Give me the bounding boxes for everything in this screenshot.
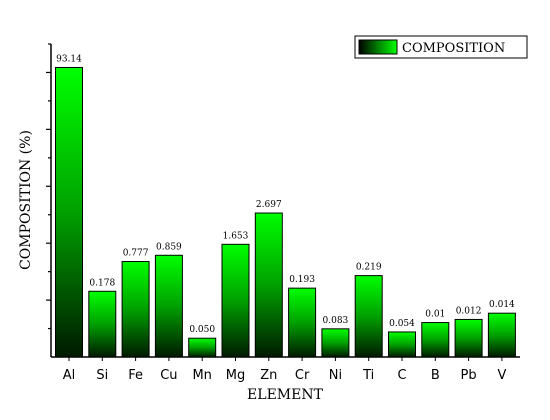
bar-v [487,312,516,358]
bar-cu [154,254,183,358]
x-tick-label-v: V [497,368,506,383]
data-label-ti: 0.219 [356,263,382,273]
x-tick-label-si: Si [96,368,108,383]
bar-c [388,331,416,358]
data-label-fe: 0.777 [123,249,149,259]
data-label-al: 93.14 [56,54,82,64]
data-label-pb: 0.012 [456,306,482,316]
x-tick-label-mg: Mg [226,368,245,383]
bar-si [88,290,117,358]
y-ticks [46,43,51,330]
x-tick-label-fe: Fe [128,368,143,383]
bar-al [55,66,83,358]
data-label-mg: 1.653 [223,231,249,241]
data-label-ni: 0.083 [323,316,349,326]
x-tick-label-al: Al [63,368,76,383]
bar-ni [321,328,350,358]
x-tick-label-zn: Zn [260,368,277,383]
x-tick-label-cu: Cu [160,368,177,383]
data-label-c: 0.054 [389,319,415,329]
data-label-b: 0.01 [425,310,445,320]
axes [50,44,520,358]
x-tick-label-cr: Cr [295,368,310,383]
bar-fe [121,261,150,358]
legend: COMPOSITION [354,35,528,59]
bar-ti [354,275,383,358]
x-tick-label-ni: Ni [329,368,342,383]
x-tick-label-pb: Pb [461,368,477,383]
data-label-cu: 0.859 [156,242,182,252]
x-axis-label: ELEMENT [247,387,324,403]
bar-pb [454,318,483,358]
x-tick-label-ti: Ti [362,368,374,383]
bar-mn [188,337,217,358]
legend-swatch [358,39,398,55]
legend-label: COMPOSITION [402,41,505,56]
data-label-cr: 0.193 [289,275,315,285]
bar-zn [254,212,283,358]
bar-mg [221,243,250,358]
x-tick-label-c: C [397,368,406,383]
y-axis-label: COMPOSITION (%) [18,130,34,270]
data-label-mn: 0.050 [189,325,215,335]
bar-b [421,322,450,358]
x-tick-label-b: B [431,368,440,383]
legend-box [354,35,528,59]
data-label-v: 0.014 [489,300,515,310]
value-labels: 93.14 0.178 0.777 0.859 0.050 1.653 2.697 0.193… [56,54,515,335]
x-tick-label-mn: Mn [192,368,211,383]
bar-cr [288,287,317,358]
data-label-zn: 2.697 [256,200,282,210]
data-label-si: 0.178 [89,278,115,288]
bars [55,66,516,358]
x-tick-labels: Al Si Fe Cu Mn Mg Zn Cr Ni Ti C B Pb V [63,357,506,383]
